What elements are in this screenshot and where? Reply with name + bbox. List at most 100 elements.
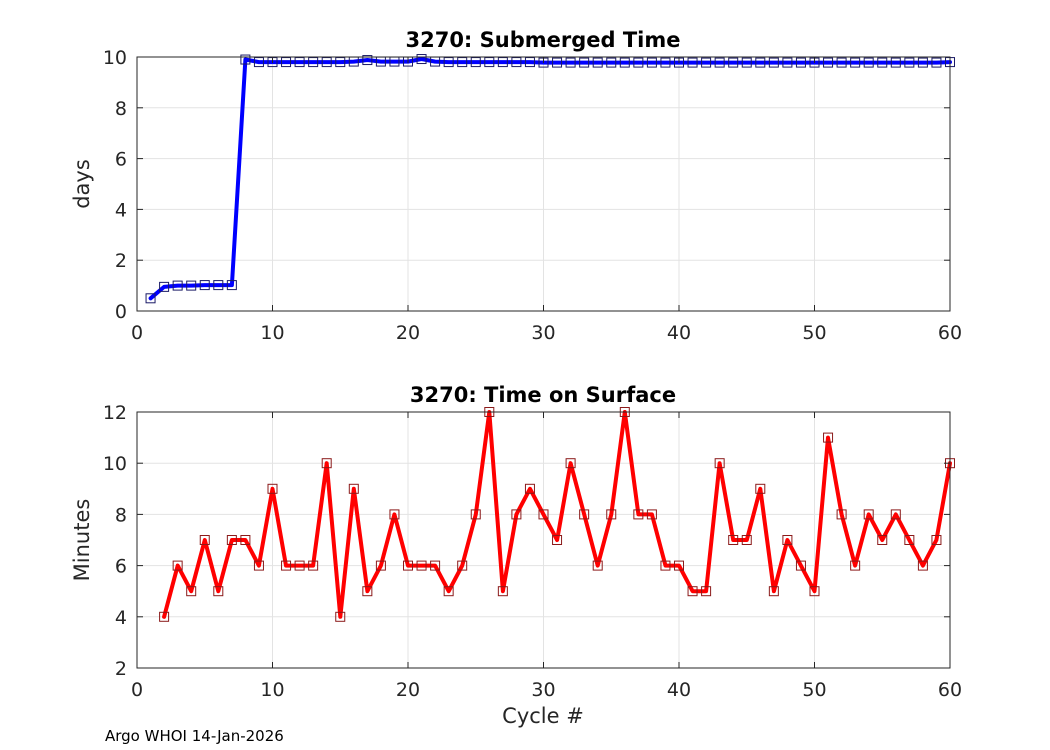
submerged-time-ytick-label: 8 [115,98,127,120]
submerged-time-data-point [240,54,251,65]
submerged-time-data-point [565,57,576,68]
surface-time-data-point [646,509,657,520]
surface-time-ticks: 0 10 20 30 40 50 60 2 4 6 8 10 12 [103,402,962,701]
surface-time-data-point [755,483,766,494]
submerged-time-data-point [226,280,237,291]
surface-time-data-point [633,509,644,520]
submerged-time-data-point [213,280,224,291]
surface-time-data-point [579,509,590,520]
submerged-time-ytick-label: 4 [115,199,127,221]
submerged-time-data-point [836,57,847,68]
submerged-time-data-point [877,57,888,68]
submerged-time-data-point [633,57,644,68]
submerged-time-data-point [741,57,752,68]
surface-time-data-point [823,432,834,443]
surface-time-data-point [524,483,535,494]
surface-time-data-point [213,586,224,597]
surface-time-data-point [701,586,712,597]
surface-time-ytick-label: 8 [115,504,127,526]
surface-time-data-point [728,535,739,545]
surface-time-data-point [687,586,698,597]
surface-time-data-point [782,535,793,545]
submerged-time-data-point [619,57,630,68]
submerged-time-xtick-label: 60 [938,322,962,344]
submerged-time-data-point [443,57,454,68]
surface-time-data-point [335,611,346,622]
submerged-time-data-point [890,57,901,68]
surface-time-data-point [931,535,942,545]
surface-time-xtick-label: 20 [396,679,420,701]
submerged-time-data-point [199,280,210,291]
submerged-time-data-point [457,57,468,68]
surface-time-xtick-label: 40 [667,679,691,701]
submerged-time-data-point [186,280,197,291]
submerged-time-data-point [728,57,739,68]
submerged-time-data-point [308,57,319,68]
submerged-time-data-point [416,54,427,65]
surface-time-ytick-label: 4 [115,607,127,629]
surface-time-data-point [186,586,197,597]
submerged-time-ytick-label: 0 [115,301,127,323]
submerged-time-data-point [850,57,861,68]
surface-time-data-point [809,586,820,597]
submerged-time-ytick-label: 2 [115,250,127,272]
surface-time-data-point [403,560,413,571]
submerged-time-data-point [782,57,793,68]
surface-time-xtick-label: 60 [938,679,962,701]
surface-time-data-point [660,560,671,571]
surface-time-data-point [917,560,928,571]
surface-time-data-point [226,535,237,545]
surface-time-data-point [606,509,617,520]
surface-time-data-point [199,535,210,545]
submerged-time-data-point [145,293,156,304]
surface-time-data-point [294,560,305,571]
submerged-time-data-point [281,57,292,68]
surface-time-data-point [362,586,373,597]
surface-time-xlabel: Cycle # [502,704,584,728]
surface-time-data-point [795,560,806,571]
submerged-time-ytick-label: 6 [115,149,127,171]
submerged-time-data-point [863,57,874,68]
submerged-time-axes: 0 10 20 30 40 50 60 0 2 4 6 8 10 3270: Submerged Tim… [70,28,962,344]
surface-time-data-point [565,458,576,469]
surface-time-data-point [281,560,292,571]
surface-time-title: 3270: Time on Surface [410,383,676,407]
submerged-time-data-point [511,57,522,68]
surface-time-data-point [497,586,508,597]
submerged-time-series-line [148,57,952,301]
submerged-time-ytick-label: 10 [103,47,127,69]
surface-time-data-point [159,611,170,622]
surface-time-xtick-label: 30 [531,679,555,701]
submerged-time-data-point [497,57,508,68]
surface-time-xtick-label: 10 [260,679,284,701]
submerged-time-data-point [253,57,264,68]
submerged-time-data-point [592,57,603,68]
submerged-time-data-point [606,57,617,68]
surface-time-data-point [741,535,752,545]
surface-time-data-point [863,509,874,520]
surface-time-data-point [308,560,319,571]
submerged-time-xtick-label: 30 [531,322,555,344]
surface-time-axes: 0 10 20 30 40 50 60 2 4 6 8 10 12 3270: Time on Surf… [70,383,962,728]
surface-time-ytick-label: 10 [103,453,127,475]
surface-time-xtick-label: 50 [802,679,826,701]
surface-time-data-point [768,586,779,597]
submerged-time-xtick-label: 10 [260,322,284,344]
surface-time-data-point [389,509,400,520]
surface-time-data-point [321,458,332,469]
submerged-time-data-point [646,57,657,68]
surface-time-data-point [877,535,888,545]
submerged-time-data-point [579,57,590,68]
surface-time-ytick-label: 12 [103,402,127,424]
surface-time-data-point [443,586,454,597]
surface-time-data-point [836,509,847,520]
submerged-time-data-point [470,57,481,68]
submerged-time-data-point [931,57,942,68]
surface-time-data-point [416,560,427,571]
submerged-time-ticks: 0 10 20 30 40 50 60 0 2 4 6 8 10 [103,47,962,344]
submerged-time-data-point [484,57,495,68]
submerged-time-data-point [755,57,766,68]
submerged-time-xtick-label: 20 [396,322,420,344]
submerged-time-data-point [701,57,712,68]
surface-time-data-point [430,560,441,571]
